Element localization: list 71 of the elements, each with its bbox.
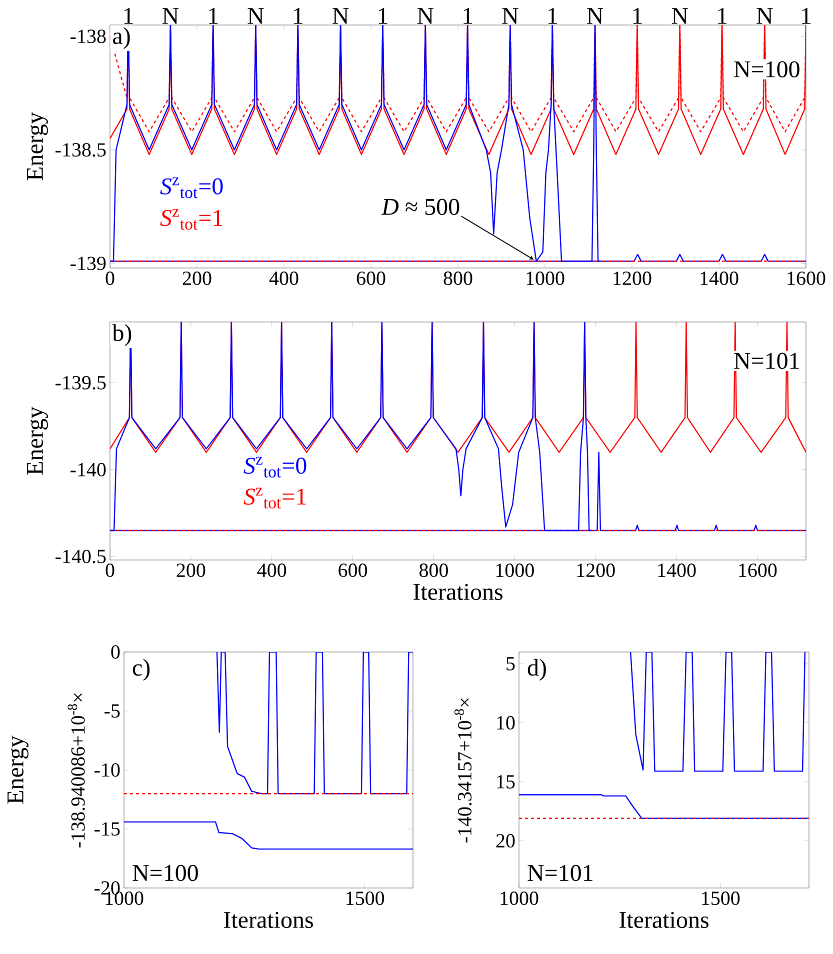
annotation: N	[248, 8, 264, 24]
x-tick-label: 800	[444, 272, 472, 286]
x-tick-label: 1500	[346, 892, 384, 906]
x-tick-label: 600	[356, 272, 386, 286]
x-tick-label: 1200	[577, 564, 615, 578]
x-tick-label: 200	[176, 564, 206, 578]
text: -140.34157+10$^{-8}$×	[454, 698, 472, 842]
annotation: d)	[528, 658, 546, 681]
x-tick-label: 1000	[500, 892, 538, 906]
annotation: D ≈ 500	[381, 198, 460, 215]
annotation: N	[756, 8, 773, 24]
text: S$^{z}$$_{tot}$=0	[160, 177, 223, 198]
series-label: S$^{z}$$_{tot}$=1	[244, 488, 306, 508]
x-tick-label: 1600	[788, 272, 826, 286]
annotation: N	[502, 8, 518, 24]
y-tick-label: -5	[104, 704, 120, 718]
x-tick-label: 400	[257, 564, 286, 578]
x-tick-label: 400	[269, 272, 298, 286]
x-tick-label: 1400	[658, 564, 696, 578]
y-tick-label: 5	[506, 657, 515, 670]
y-axis-title: Energy	[8, 736, 28, 804]
x-tick-label: 1600	[739, 564, 777, 578]
annotation: 1	[209, 8, 218, 24]
x-tick-label: 200	[182, 272, 212, 286]
annotation: b)	[112, 324, 132, 346]
text: S$^{z}$$_{tot}$=0	[244, 456, 306, 478]
annotation: 1	[124, 8, 133, 24]
x-tick-label: 1400	[700, 272, 738, 286]
annotation: N=100	[734, 61, 800, 78]
x-tick-label: 1000	[496, 564, 534, 578]
x-tick-label: 1000	[526, 272, 564, 286]
annotation: N	[672, 8, 688, 24]
y-tick-label: 10	[497, 716, 515, 730]
annotation: 1	[633, 8, 642, 24]
y-axis-title: Energy	[27, 406, 48, 475]
annotation: c)	[132, 658, 150, 681]
annotation: N=101	[734, 352, 799, 369]
annotation: 1	[548, 8, 557, 24]
x-axis-title: Iterations	[224, 912, 313, 928]
annotation: N=101	[528, 864, 592, 882]
x-tick-label: 1200	[614, 272, 652, 286]
y-axis-title: Energy	[27, 112, 48, 180]
y-tick-label: -10	[94, 763, 120, 777]
y-tick-label: -140	[70, 462, 106, 476]
annotation: a)	[113, 27, 130, 49]
y-tick-label: -139.5	[56, 376, 106, 390]
text: -138.940086+10$^{-8}$×	[68, 693, 85, 848]
y-tick-label: 15	[497, 775, 515, 788]
y-tick-label: 20	[496, 834, 515, 848]
annotation: N	[332, 8, 349, 24]
annotation: 1	[294, 8, 302, 24]
series-label: S$^{z}$$_{tot}$=1	[160, 209, 222, 230]
annotation: 1	[718, 8, 727, 24]
x-tick-label: 1500	[702, 892, 740, 906]
annotation: N=100	[132, 864, 198, 882]
y-tick-label: -140.5	[56, 550, 106, 564]
y-tick-label: -15	[94, 822, 120, 836]
y-tick-label: 0	[111, 645, 120, 659]
annotation: 1	[802, 8, 811, 24]
x-tick-label: 600	[338, 564, 368, 578]
y-tick-label: -138	[70, 30, 106, 44]
annotation: N	[417, 8, 434, 24]
annotation: N	[162, 8, 179, 24]
x-axis-title: Iterations	[414, 584, 502, 600]
x-axis-title: Iterations	[620, 912, 708, 928]
annotation: 1	[464, 8, 472, 24]
x-tick-label: 800	[419, 564, 448, 578]
annotation: N	[587, 8, 604, 24]
y-tick-label: -138.5	[56, 143, 106, 157]
y-tick-label: -139	[70, 256, 106, 270]
annotation: 1	[378, 8, 388, 24]
